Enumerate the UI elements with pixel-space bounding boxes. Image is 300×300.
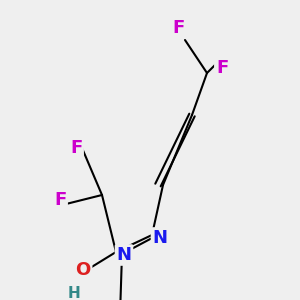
Text: F: F	[70, 139, 82, 157]
Text: H: H	[68, 286, 80, 300]
Text: N: N	[152, 229, 167, 247]
Text: F: F	[54, 191, 66, 209]
Text: F: F	[216, 59, 228, 77]
Text: N: N	[116, 246, 131, 264]
Text: F: F	[172, 19, 184, 37]
Text: O: O	[75, 261, 91, 279]
